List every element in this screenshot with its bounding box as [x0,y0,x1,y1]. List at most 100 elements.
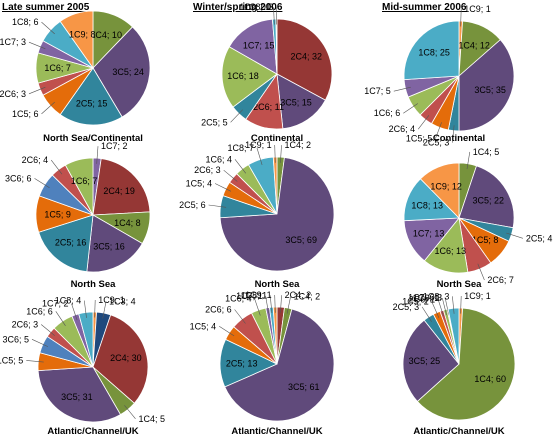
leader-line-2c5 [452,125,455,143]
pie-title-atlantic-winter: Atlantic/Channel/UK [231,426,323,437]
leader-line-2c4 [280,295,282,313]
slice-label-2c5: 2C5; 13 [226,358,258,368]
slice-label-1c6: 1C6; 4 [205,154,232,164]
slice-label-1c3: 1C3; 4 [109,296,136,306]
slice-label-3c5: 3C5; 31 [61,392,93,402]
pie-slice-2c4 [92,314,149,404]
slice-label-2c4: 2C4; 19 [103,186,135,196]
leader-line-1c6 [254,298,261,316]
slice-label-1c6: 1C6; 4 [225,294,252,304]
pie-slice-2c4 [92,158,151,216]
slice-label-2c6: 2C6; 3 [194,165,221,175]
leader-line-2c5 [230,109,243,123]
pie-title-continental-winter: Continental [250,133,304,144]
leader-line-2c6 [437,299,444,317]
slice-label-1c4: 1C4; 10 [90,30,122,40]
leader-line-2c6 [234,309,246,324]
leader-line-2c6 [28,86,46,95]
leader-line-1c8 [269,295,273,314]
leader-line-1c7 [28,41,46,50]
pie-slice-1c6 [221,46,278,108]
pie-slice-2c5 [38,214,94,273]
slice-label-1c7: 1C7; 2 [42,299,69,309]
slice-label-1c6: 1C6; 6 [374,108,401,118]
pie-slice-3c5 [458,39,515,132]
pie-slice-1c8 [403,20,460,81]
leader-line-1c4 [280,145,282,163]
leader-line-2c5 [506,232,523,239]
leader-line-3c6 [31,339,49,347]
leader-line-1c5 [435,122,442,139]
slice-label-1c4: 1C4; 5 [139,414,166,424]
slice-label-2c5: 2C5; 4 [526,233,553,243]
slice-label-2c4: 2C4; 32 [291,52,323,62]
pie-slice-2c5 [59,67,123,126]
pie-slice-2c4 [276,18,333,101]
leader-line-1c5 [214,183,232,192]
slice-label-1c7: 1C7; 0.3 [408,292,442,302]
column-header-mid-summer-2006: Mid-summer 2006 [382,2,467,13]
slice-label-2c6: 2C6; 6 [205,305,232,315]
pie-slice-1c9 [419,162,460,219]
slice-label-1c7: 1C7; 5 [364,86,391,96]
slice-label-1c6: 1C6; 1 [413,293,440,303]
slice-label-1c8: 1C8; 25 [418,48,450,58]
pie-title-continental-midsummer: Continental [432,133,486,144]
slice-label-1c5: 1C5; 4 [190,321,217,331]
pie-slice-3c5 [92,26,151,118]
slice-label-3c5: 3C5; 24 [112,67,144,77]
leader-line-3c6 [34,178,50,189]
pie-slice-3c5 [86,214,143,273]
slice-label-2c6: 2C6; 11 [253,102,284,112]
pie-slice-1c9 [59,10,94,70]
leader-line-2c5 [421,306,432,322]
slice-label-1c6: 1C6; 7 [44,63,71,73]
slice-label-1c4: 1C4; 12 [458,40,490,50]
slice-label-1c7: 1C7; 15 [243,40,275,50]
slice-label-1c7: 1C7; 1 [236,291,263,301]
pie-title-north-sea-midsummer: North Sea [436,279,482,290]
slice-label-1c4: 1C4; 2 [285,140,312,150]
leader-line-1c6 [403,103,418,114]
slice-label-1c6: 1C6; 6 [26,306,53,316]
pie-chart-6: 1C4; 5 3C5; 22 2C5; 4 1C5; 8 2C6; 7 1C6; 13 1C… [403,147,553,285]
slice-label-1c8: 1C8; 6 [12,17,39,27]
pie-title-north-sea-winter: North Sea [254,279,300,290]
leader-line-1c9 [94,299,96,318]
slice-label-1c9: 1C9; 1 [245,290,272,300]
leader-line-2c6 [41,324,55,336]
pie-slice-3c5 [37,366,122,423]
leader-line-1c7 [71,303,78,321]
slice-label-1c5: 1C5; 9 [44,209,71,219]
pie-title-north-sea-continental: North Sea/Continental [43,133,143,144]
pie-chart-1: 1C4; 10 3C5; 24 2C5; 15 1C5; 6 2C6; 3 1C6; 7 1… [0,10,151,126]
pie-slice-1c4 [416,307,516,421]
column-header-winter-spring-2006: Winter/spring 2006 [193,2,283,13]
slice-label-1c9: 1C9; 1 [98,295,125,305]
slice-label-2c4: 2C4; 2 [285,290,312,300]
slice-label-3c5: 3C5; 25 [409,356,441,366]
leader-line-2c5 [208,204,227,208]
slice-label-1c5: 1C5; 4 [186,179,213,189]
leader-line-1c8 [273,7,275,25]
slice-label-1c5: 1C5; 2 [402,297,429,307]
slice-label-1c5: 1C5; 8 [472,235,499,245]
leader-line-1c8 [84,300,87,318]
slice-label-2c5: 2C5; 5 [201,117,228,127]
slice-label-2c6: 2C6; 3 [12,320,39,330]
slice-label-1c8: 1C8; 3 [423,291,450,301]
pie-slice-3c5 [276,73,326,130]
slice-label-1c8: 1C8; 1 [244,2,271,12]
pie-slice-3c5 [458,165,515,229]
pie-slice-3c5 [219,157,335,272]
pie-slice-3c5 [224,308,335,422]
column-header-late-summer-2005: Late summer 2005 [2,2,90,13]
slice-label-1c4: 1C4; 60 [474,374,506,384]
slice-label-3c5: 3C5; 61 [288,382,320,392]
slice-label-1c7: 1C7; 3 [0,37,26,47]
